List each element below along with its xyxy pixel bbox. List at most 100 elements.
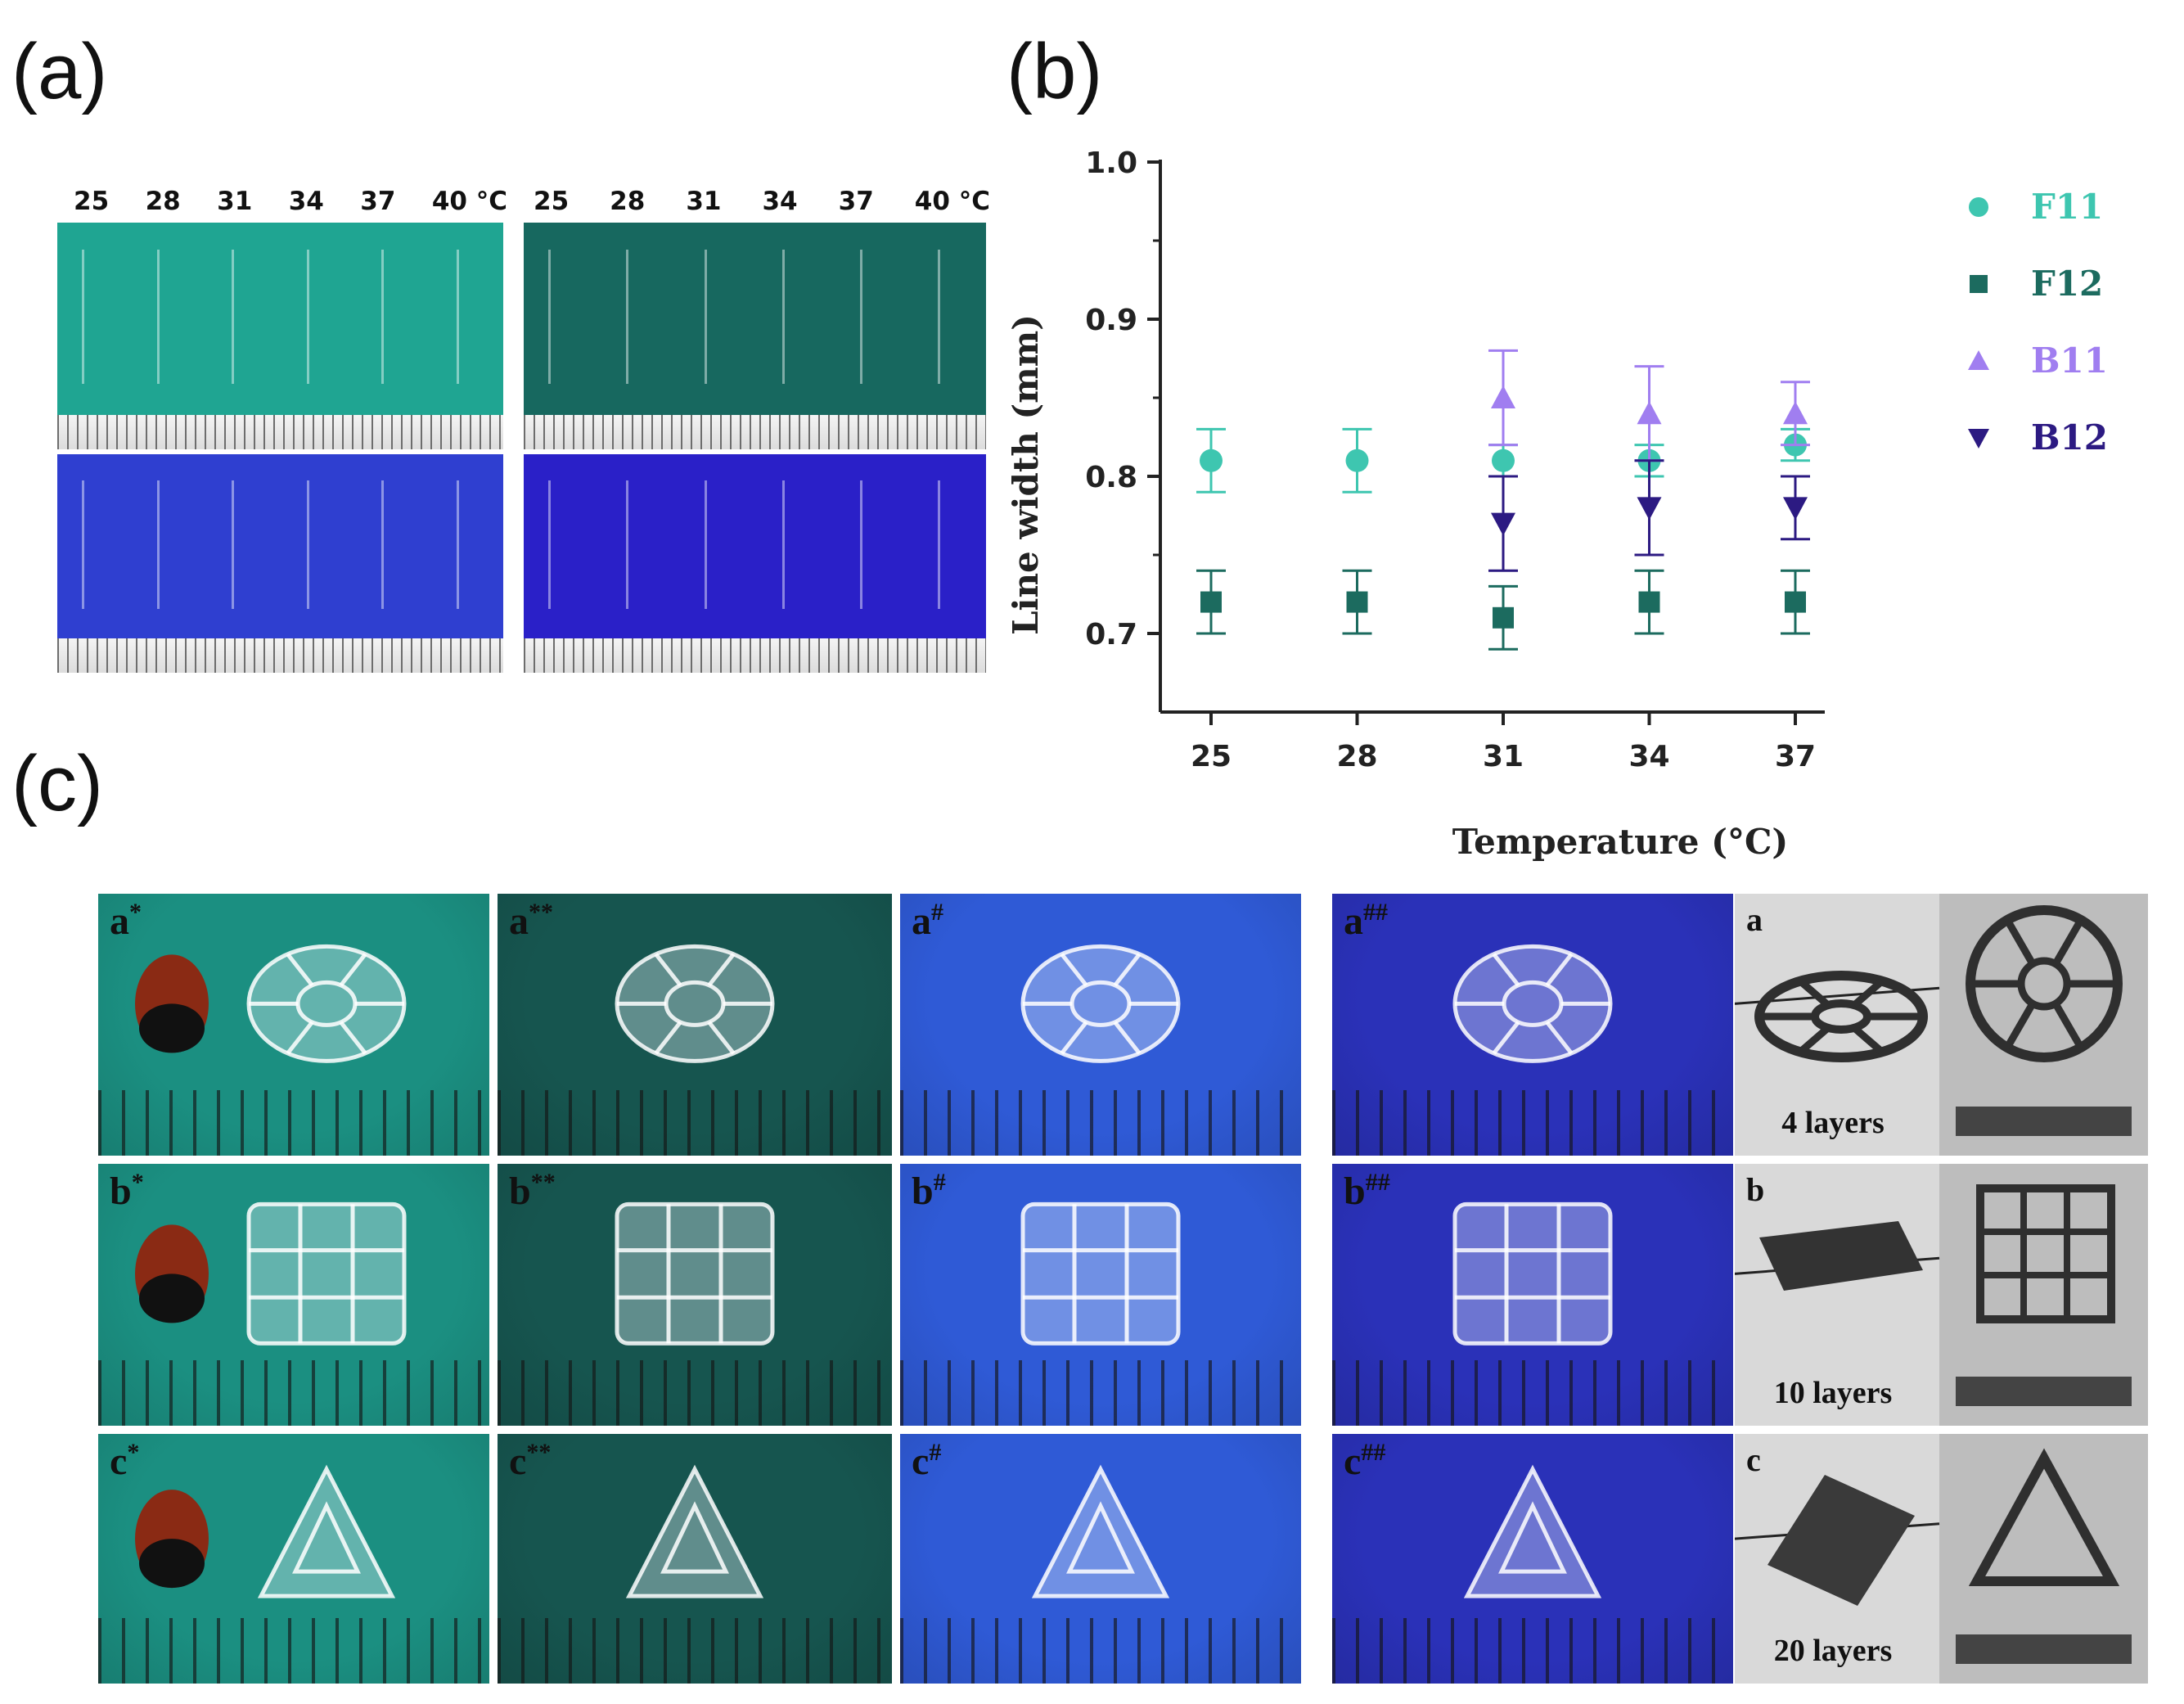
scaffold-photo: a* (98, 894, 489, 1156)
legend-triangle-down-marker (1968, 428, 1989, 449)
scaffold-photo: c** (498, 1434, 892, 1684)
temp-label: 34 (288, 187, 324, 216)
photo-tag-mark: * (129, 899, 142, 926)
temp-label: 28 (610, 187, 646, 216)
photo-tag: b* (110, 1169, 144, 1214)
temp-label: 40 °C (431, 187, 507, 216)
ruler (498, 1090, 892, 1156)
printed-line (860, 249, 863, 385)
y-tick-label: 0.7 (1085, 618, 1137, 651)
photo-tag-mark: ** (526, 1439, 552, 1466)
photo-tag-letter: c (912, 1440, 930, 1483)
ruler (98, 1090, 489, 1156)
ruler (498, 1618, 892, 1684)
legend-item-b11: B11 (1964, 340, 2108, 381)
marker-square (1638, 591, 1660, 613)
marker-square (1200, 591, 1222, 613)
x-tick-label: 34 (1628, 740, 1669, 773)
ruler (524, 415, 986, 449)
temp-label: 25 (534, 187, 570, 216)
printed-line (860, 480, 863, 609)
x-tick-label: 31 (1483, 740, 1524, 773)
data-point-b11 (1488, 349, 1518, 447)
strip-f12-photo (524, 223, 986, 415)
ruler (1332, 1090, 1733, 1156)
data-point-f12 (1342, 569, 1372, 635)
cad-model-panel: a 4 layers (1735, 894, 2148, 1156)
line-width-chart: 0.70.80.91.0252831343740 Line width (mm)… (1006, 147, 1825, 862)
photo-tag-letter: b (509, 1170, 531, 1213)
layer-count-caption: 20 layers (1773, 1634, 1893, 1668)
data-point-f11 (1196, 427, 1226, 494)
ruler (57, 638, 503, 673)
marker-triangle-up (1783, 401, 1808, 425)
legend-triangle-up-marker (1968, 349, 1989, 370)
layer-count-caption: 10 layers (1773, 1376, 1893, 1410)
x-tick-label: 37 (1775, 740, 1816, 773)
printed-line (704, 480, 707, 609)
photo-tag-letter: b (110, 1170, 132, 1213)
scaffold-triangle-icon (1463, 1464, 1602, 1598)
scaffold-photo: b# (900, 1164, 1301, 1426)
photo-tag: c## (1344, 1439, 1385, 1484)
scaffold-photo: b* (98, 1164, 489, 1426)
ruler (1332, 1618, 1733, 1684)
cad-tag: a (1746, 901, 1763, 938)
photo-tag: b## (1344, 1169, 1390, 1214)
scaffold-photo: b## (1332, 1164, 1733, 1426)
photo-tag-letter: b (912, 1170, 934, 1213)
scaffold-photo: b** (498, 1164, 892, 1426)
layer-count-caption: 4 layers (1781, 1106, 1885, 1140)
legend-circle-marker (1969, 196, 1988, 217)
scaffold-wheel-icon (135, 944, 407, 1063)
photo-tag-mark: ## (1361, 1439, 1386, 1466)
strip-f11-photo (57, 223, 503, 415)
legend-label: B11 (2031, 340, 2108, 381)
printed-line (306, 249, 309, 385)
temp-label: 40 °C (914, 187, 990, 216)
temp-label: 25 (74, 187, 110, 216)
scaffold-wheel-icon (1020, 944, 1181, 1063)
cad-tag: b (1746, 1171, 1765, 1208)
photo-tag-letter: c (1344, 1440, 1362, 1483)
photo-tag: a## (1344, 899, 1388, 944)
strip-b12-photo (524, 454, 986, 638)
ruler (1332, 1360, 1733, 1426)
ladybug-icon (135, 1224, 209, 1323)
photo-tag: a* (110, 899, 142, 944)
x-tick-label: 28 (1336, 740, 1377, 773)
printed-line (306, 480, 309, 609)
printed-line (82, 249, 84, 385)
photo-tag: c* (110, 1439, 139, 1484)
printed-line (156, 249, 160, 385)
printed-line (938, 480, 941, 609)
ruler (900, 1090, 1301, 1156)
printed-line (456, 249, 459, 385)
data-point-f12 (1488, 584, 1518, 651)
temp-label: 37 (360, 187, 396, 216)
y-tick-label: 0.8 (1085, 461, 1137, 494)
data-point-f11 (1488, 444, 1518, 478)
y-tick-label: 0.9 (1085, 304, 1137, 337)
ruler (524, 638, 986, 673)
cad-tag: c (1746, 1441, 1761, 1478)
ruler (900, 1618, 1301, 1684)
photo-tag-letter: a (110, 899, 129, 943)
photo-tag-letter: a (912, 899, 931, 943)
marker-circle (1345, 449, 1369, 472)
photo-tag-mark: ** (530, 1169, 556, 1196)
marker-triangle-up (1491, 385, 1515, 408)
cad-wheel-icon (1735, 894, 2148, 1156)
temp-header-right: 25 28 31 34 37 40 °C (534, 187, 990, 216)
strip-b11-photo (57, 454, 503, 638)
y-axis-title: Line width (mm) (1006, 314, 1046, 635)
scaffold-wheel-icon (1452, 944, 1613, 1063)
marker-square (1346, 591, 1368, 613)
panel-c-label: (c) (11, 740, 103, 827)
printed-line (548, 480, 551, 609)
cad-model-panel: c 20 layers (1735, 1434, 2148, 1684)
photo-tag: c# (912, 1439, 941, 1484)
photo-tag: a# (912, 899, 943, 944)
marker-triangle-down (1491, 512, 1515, 536)
printed-line (626, 480, 629, 609)
